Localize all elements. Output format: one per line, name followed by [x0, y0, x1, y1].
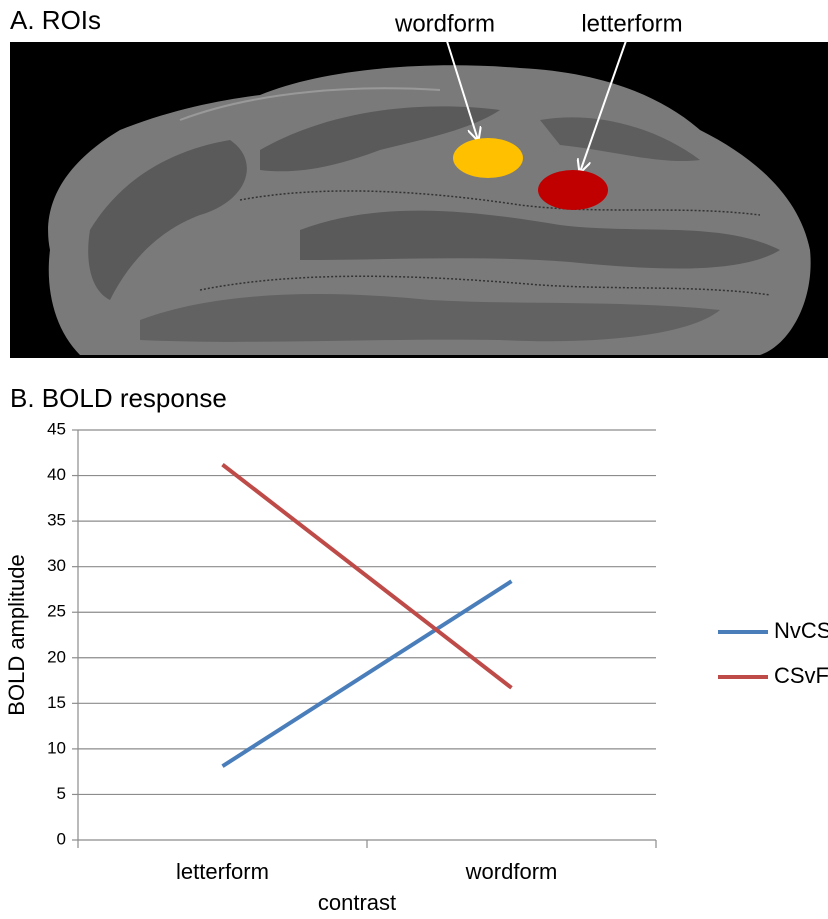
- x-tick-label: letterform: [176, 859, 269, 884]
- chart-title: B. BOLD response: [10, 383, 227, 413]
- roi: [453, 138, 523, 178]
- y-tick-label: 0: [57, 829, 66, 848]
- y-tick-label: 35: [47, 511, 66, 530]
- series-line: [221, 579, 513, 768]
- y-tick-label: 15: [47, 693, 66, 712]
- roi-label: letterform: [581, 10, 682, 37]
- y-axis-label: BOLD amplitude: [4, 554, 29, 715]
- legend-label: CSvFF: [774, 663, 828, 688]
- series-line: [221, 463, 513, 690]
- plot: 0 5 10 15 20 25 30 35 40 45 letterform wordform NvCS…: [47, 419, 828, 883]
- brain-image: [10, 42, 828, 358]
- y-tick-label: 40: [47, 465, 66, 484]
- arrow: [445, 37, 478, 140]
- y-tick-label: 25: [47, 602, 66, 621]
- y-tick-label: 5: [57, 784, 66, 803]
- y-tick-label: 45: [47, 419, 66, 438]
- roi: [538, 170, 608, 210]
- x-axis-label: contrast: [318, 890, 396, 915]
- panel-a-title: A. ROIs: [10, 5, 101, 35]
- y-tick-label: 20: [47, 647, 66, 666]
- roi-label: wordform: [394, 10, 495, 37]
- x-tick-label: wordform: [465, 859, 558, 884]
- arrow: [580, 37, 628, 172]
- legend-label: NvCS: [774, 618, 828, 643]
- y-tick-label: 10: [47, 738, 66, 757]
- y-tick-label: 30: [47, 556, 66, 575]
